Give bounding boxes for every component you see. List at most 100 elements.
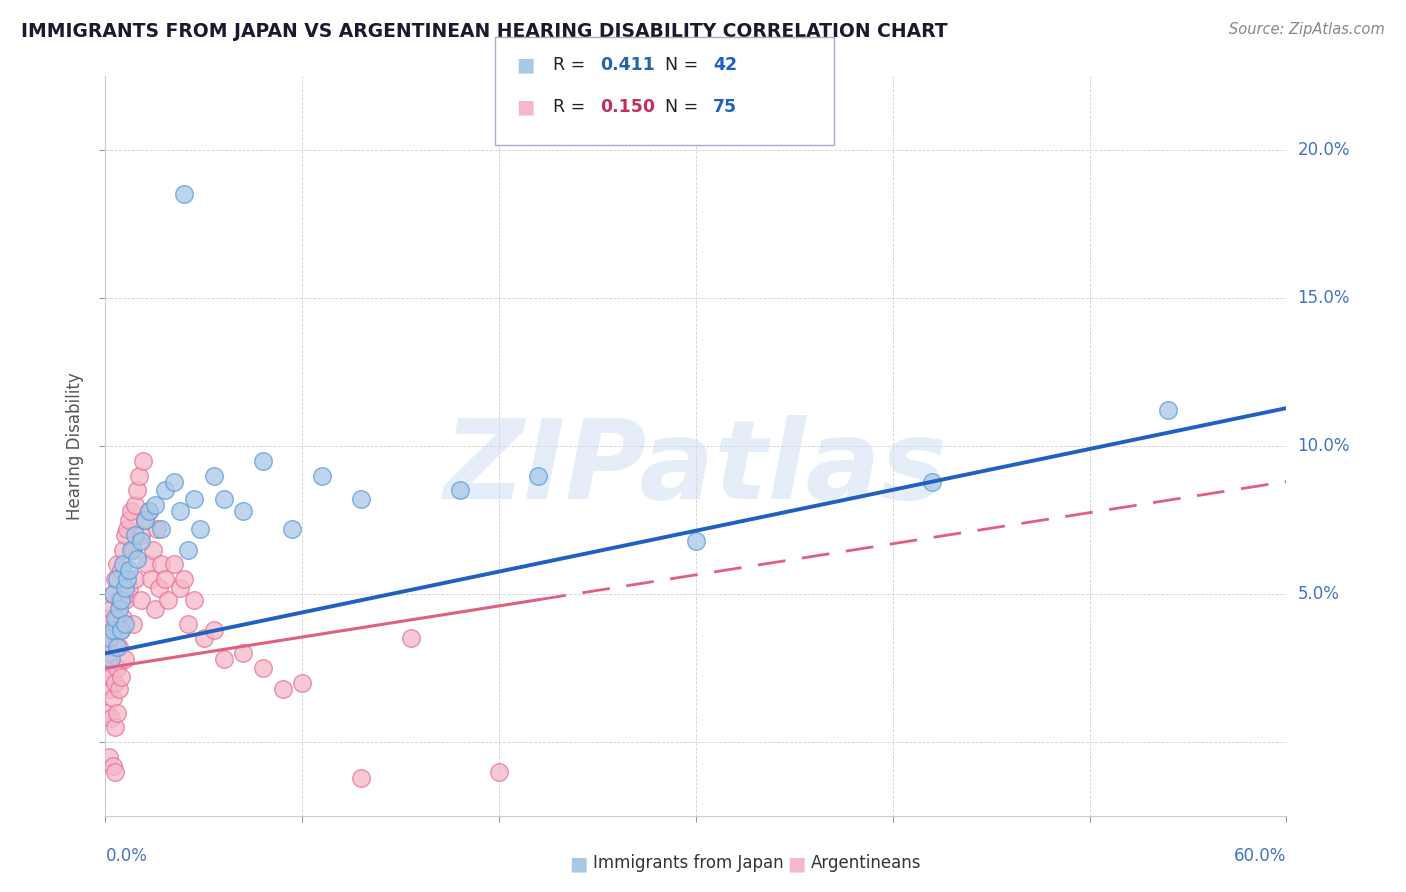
Point: [212, 652, 235, 666]
Point: [108, 593, 131, 607]
Point: [114, 616, 136, 631]
Point: [96, 623, 118, 637]
Point: [232, 504, 254, 518]
Point: [132, 454, 155, 468]
Point: [110, 623, 132, 637]
Point: [311, 468, 333, 483]
Point: [104, 720, 127, 734]
Point: [183, 593, 205, 607]
Text: N =: N =: [665, 56, 704, 74]
Point: [98, 632, 121, 646]
Point: [350, 492, 373, 507]
Point: [114, 652, 136, 666]
Point: [100, 602, 122, 616]
Point: [103, 623, 125, 637]
Point: [291, 676, 314, 690]
Point: [98, 681, 121, 696]
Point: [110, 623, 132, 637]
Point: [124, 498, 146, 512]
Text: Argentineans: Argentineans: [811, 855, 922, 872]
Point: [139, 572, 162, 586]
Point: [108, 681, 131, 696]
Point: [104, 676, 127, 690]
Point: [252, 454, 274, 468]
Point: [105, 661, 128, 675]
Point: [143, 602, 166, 616]
Point: [105, 572, 128, 586]
Point: [100, 670, 122, 684]
Point: [271, 681, 294, 696]
Text: ■: ■: [569, 854, 588, 873]
Point: [153, 572, 176, 586]
Text: 60.0%: 60.0%: [1234, 847, 1286, 864]
Point: [105, 706, 128, 720]
Point: [128, 468, 150, 483]
Point: [169, 581, 191, 595]
Point: [163, 475, 186, 489]
Point: [163, 558, 186, 572]
Point: [110, 670, 132, 684]
Point: [685, 533, 707, 548]
Point: [103, 587, 125, 601]
Point: [122, 616, 145, 631]
Point: [124, 528, 146, 542]
Text: IMMIGRANTS FROM JAPAN VS ARGENTINEAN HEARING DISABILITY CORRELATION CHART: IMMIGRANTS FROM JAPAN VS ARGENTINEAN HEA…: [21, 22, 948, 41]
Point: [173, 572, 195, 586]
Text: ZIPatlas: ZIPatlas: [444, 415, 948, 522]
Point: [183, 492, 205, 507]
Point: [100, 632, 122, 646]
Point: [149, 558, 172, 572]
Point: [100, 711, 122, 725]
Point: [104, 611, 127, 625]
Point: [115, 522, 138, 536]
Point: [110, 593, 132, 607]
Point: [488, 764, 510, 779]
Point: [527, 468, 550, 483]
Point: [120, 542, 142, 557]
Point: [115, 587, 138, 601]
Point: [173, 187, 195, 202]
Point: [188, 522, 211, 536]
Text: 5.0%: 5.0%: [1298, 585, 1340, 603]
Point: [100, 652, 122, 666]
Text: N =: N =: [665, 98, 704, 116]
Point: [193, 632, 215, 646]
Point: [142, 542, 165, 557]
Point: [134, 513, 156, 527]
Point: [212, 492, 235, 507]
Point: [921, 475, 943, 489]
Point: [112, 558, 135, 572]
Point: [118, 581, 141, 595]
Text: 0.150: 0.150: [600, 98, 655, 116]
Point: [134, 513, 156, 527]
Point: [98, 646, 121, 660]
Point: [114, 581, 136, 595]
Point: [114, 528, 136, 542]
Text: 0.411: 0.411: [600, 56, 655, 74]
Point: [1157, 403, 1180, 417]
Point: [96, 706, 118, 720]
Text: 42: 42: [713, 56, 737, 74]
Point: [118, 563, 141, 577]
Text: 10.0%: 10.0%: [1298, 437, 1350, 455]
Point: [104, 572, 127, 586]
Point: [202, 623, 225, 637]
Point: [149, 522, 172, 536]
Point: [135, 558, 157, 572]
Point: [103, 587, 125, 601]
Point: [110, 563, 132, 577]
Point: [232, 646, 254, 660]
Point: [98, 750, 121, 764]
Text: Source: ZipAtlas.com: Source: ZipAtlas.com: [1229, 22, 1385, 37]
Text: 75: 75: [713, 98, 737, 116]
Text: ■: ■: [516, 97, 534, 117]
Point: [105, 640, 128, 655]
Text: R =: R =: [553, 98, 591, 116]
Point: [143, 498, 166, 512]
Point: [98, 611, 121, 625]
Point: [153, 483, 176, 498]
Point: [96, 661, 118, 675]
Point: [129, 533, 152, 548]
Point: [108, 640, 131, 655]
Point: [281, 522, 304, 536]
